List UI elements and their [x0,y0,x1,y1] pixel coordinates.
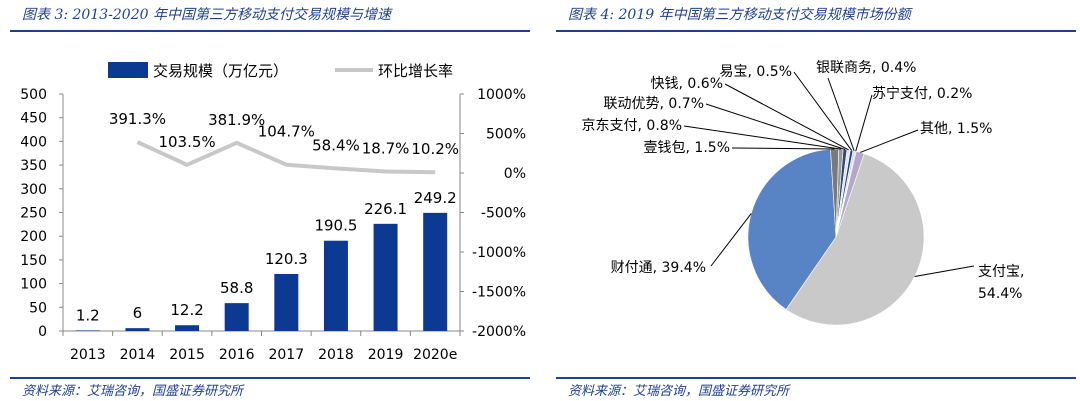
growth-rate-label: 391.3% [109,110,166,128]
y-tick-label: 50 [29,300,47,316]
y2-tick-label: -2000% [472,324,526,340]
bar [423,212,448,331]
pie-slice-label: 其他, 1.5% [920,121,992,137]
pie-leader-line [710,213,752,267]
y-tick-label: 450 [20,111,47,127]
pie-leader-line [724,83,849,151]
bar [373,223,398,331]
growth-rate-label: 104.7% [258,123,315,141]
pie-slice-label: 支付宝, [978,264,1024,280]
pie-leader-line [793,71,853,151]
x-tick-label: 2013 [70,347,106,363]
pie-leader-line [827,77,855,152]
pie-slice-label: 54.4% [978,286,1022,302]
y2-tick-label: 500% [486,127,526,143]
right-figure-panel: 图表 4: 2019 年中国第三方移动支付交易规模市场份额 支付宝, 54.4% 财… [546,0,1080,401]
pie-leader-line [860,129,919,153]
y-tick-label: 400 [20,134,47,150]
right-source-note: 资料来源：艾瑞咨询，国盛证券研究所 [568,384,790,399]
left-source-note: 资料来源：艾瑞咨询，国盛证券研究所 [22,384,244,399]
x-tick-label: 2014 [120,347,156,363]
pie-leader-line [914,265,975,277]
legend-line-label: 环比增长率 [378,62,453,80]
pie-slice-label: 快钱, 0.6% [651,76,723,92]
y2-tick-label: -1000% [472,245,526,261]
x-tick-label: 2018 [318,347,354,363]
y-tick-label: 350 [20,158,47,174]
right-bottom-rule [556,377,1076,379]
pie-slice-label: 京东支付, 0.8% [582,118,682,134]
y-tick-label: 250 [20,206,47,222]
right-figure-title: 图表 4: 2019 年中国第三方移动支付交易规模市场份额 [568,7,911,23]
left-bottom-rule [10,377,530,379]
left-figure-panel: 图表 3: 2013-2020 年中国第三方移动支付交易规模与增速 0 50 100… [0,0,534,401]
bar-line-chart: 0 50 100 150 200 250 300 350 400 450 500 -2000% -150… [20,62,526,363]
y2-tick-label: -1500% [472,285,526,301]
right-top-rule [556,30,1076,32]
x-tick-label: 2017 [268,347,304,363]
x-tick-label: 2020e [413,347,457,363]
x-tick-label: 2016 [219,347,255,363]
pie-slice-label: 联动优势, 0.7% [604,96,704,112]
legend-bar-swatch [108,62,148,78]
left-top-rule [10,30,530,32]
bar [274,273,299,331]
bar-value-label: 249.2 [414,189,457,207]
pie-leader-line [683,125,842,150]
y-tick-label: 0 [38,324,47,340]
y2-tick-label: 1000% [477,87,526,103]
y-tick-label: 500 [20,87,47,103]
y-tick-label: 200 [20,229,47,245]
pie-leader-line [705,103,846,150]
bar-value-label: 190.5 [314,217,357,235]
y-tick-label: 150 [20,253,47,269]
pie-slice [835,151,865,238]
pie-chart: 支付宝, 54.4% 财付通, 39.4% 壹钱包, 1.5% 京东支付, 0.8% 联动… [582,60,1024,326]
y-tick-label: 100 [20,277,47,293]
bar [224,303,249,331]
pie-slice-label: 苏宁支付, 0.2% [872,85,972,102]
pie-leader-line [855,94,873,152]
growth-rate-line [136,140,436,175]
bar-value-label: 12.2 [170,301,203,319]
bar-value-label: 6 [133,304,143,322]
pie-leader-line [731,147,835,150]
x-tick-label: 2019 [368,347,404,363]
growth-rate-label: 10.2% [411,140,459,158]
pie-slice-label: 壹钱包, 1.5% [644,140,730,156]
left-figure-title: 图表 3: 2013-2020 年中国第三方移动支付交易规模与增速 [22,7,391,23]
y2-tick-label: 0% [504,166,526,182]
growth-rate-label: 18.7% [362,140,410,158]
growth-rate-label: 58.4% [312,136,360,154]
bar [175,325,200,331]
x-tick-label: 2015 [169,347,205,363]
growth-rate-label: 381.9% [208,111,265,129]
bar-value-label: 58.8 [220,279,253,297]
bar [323,240,348,331]
pie-slice-label: 易宝, 0.5% [720,64,792,80]
pie-slice-label: 财付通, 39.4% [611,260,706,276]
legend-bar-label: 交易规模（万亿元） [153,62,288,80]
y2-tick-label: -500% [481,206,526,222]
bar-value-label: 1.2 [76,306,100,324]
bar-value-label: 226.1 [364,200,407,218]
bar [75,330,100,331]
growth-rate-label: 103.5% [158,133,215,151]
y-tick-label: 300 [20,182,47,198]
pie-slice [785,153,925,326]
bar [125,328,150,331]
bar-value-label: 120.3 [265,250,308,268]
pie-slice-label: 银联商务, 0.4% [816,60,916,76]
